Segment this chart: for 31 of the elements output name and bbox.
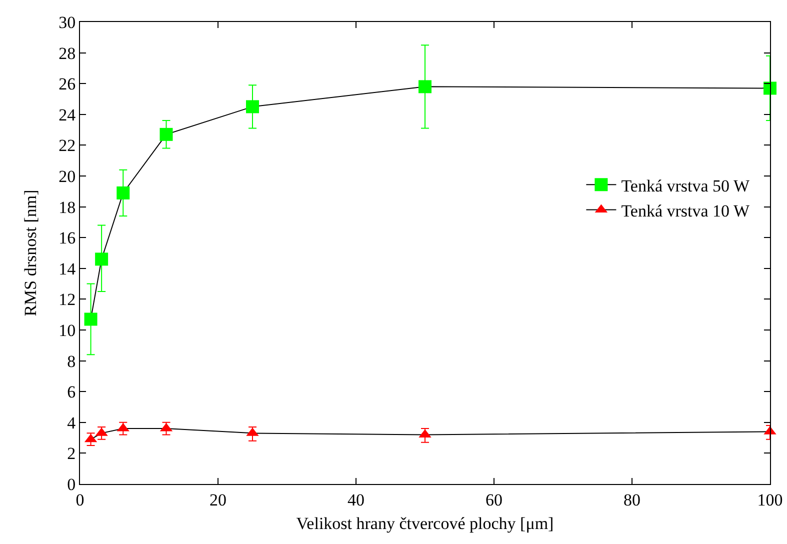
y-tick-label: 16 bbox=[58, 228, 76, 248]
point bbox=[95, 252, 108, 266]
y-tick-label: 28 bbox=[58, 44, 76, 63]
x-tick-label: 80 bbox=[624, 490, 640, 510]
y-tick-label: 22 bbox=[58, 136, 76, 156]
y-tick-label: 10 bbox=[58, 320, 76, 340]
y-tick-label: 26 bbox=[58, 74, 76, 94]
y-tick-label: 24 bbox=[58, 105, 76, 124]
y-tick-label: 8 bbox=[67, 352, 76, 371]
point bbox=[116, 186, 130, 200]
y-tick-label: 30 bbox=[58, 12, 76, 32]
x-axis-title: Velikost hrany čtvercové plochy [μm] bbox=[296, 514, 554, 533]
y-tick-label: 2 bbox=[67, 444, 76, 464]
y-tick-label: 18 bbox=[58, 198, 76, 217]
y-tick-label: 20 bbox=[58, 166, 76, 186]
legend-label: Tenká vrstva 10 W bbox=[621, 201, 750, 220]
y-axis-title: RMS drsnost [nm] bbox=[21, 190, 40, 316]
x-tick-label: 20 bbox=[210, 490, 226, 510]
x-tick-label: 60 bbox=[486, 490, 502, 510]
point bbox=[418, 80, 432, 94]
point bbox=[246, 100, 259, 114]
point bbox=[84, 312, 98, 326]
y-tick-label: 12 bbox=[58, 290, 76, 310]
x-tick-label: 40 bbox=[348, 490, 364, 510]
y-tick-label: 14 bbox=[58, 259, 76, 278]
y-tick-label: 4 bbox=[67, 413, 76, 432]
point bbox=[160, 128, 173, 141]
y-tick-label: 0 bbox=[67, 474, 76, 494]
legend-label: Tenká vrstva 50 W bbox=[621, 176, 750, 196]
x-tick-label: 100 bbox=[757, 490, 783, 510]
y-tick-label: 6 bbox=[67, 382, 76, 402]
